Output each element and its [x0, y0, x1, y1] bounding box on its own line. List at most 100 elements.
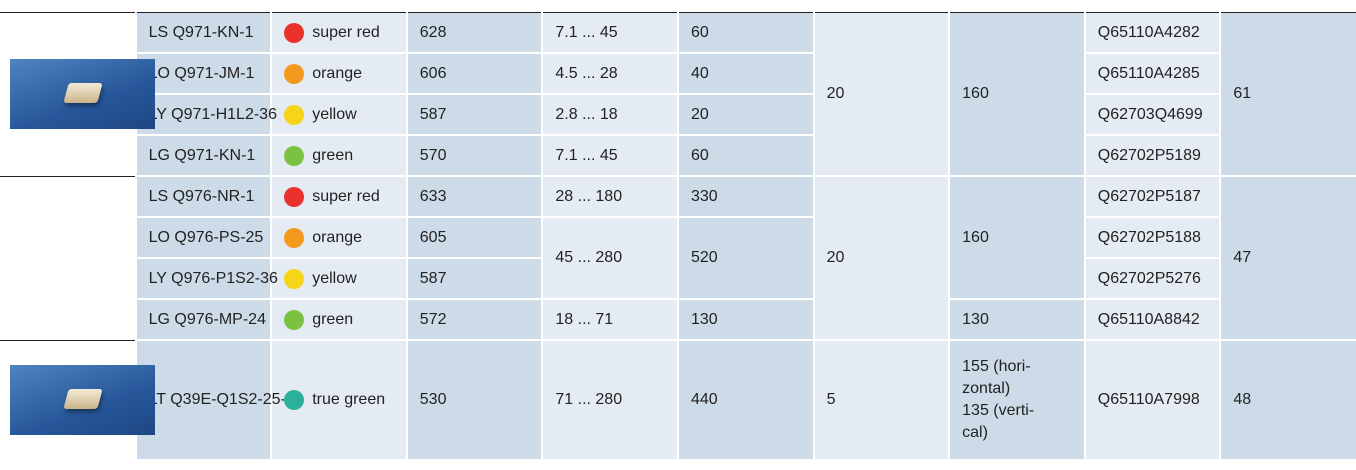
cell-text: 530 — [419, 391, 447, 408]
intensity-range-cell: 18 ... 71 — [541, 299, 678, 341]
cell-text: 20 — [826, 249, 845, 266]
order-number-cell: Q62702P5276 — [1083, 258, 1221, 300]
color-cell: orange — [270, 217, 407, 259]
cell-text: green — [312, 310, 354, 328]
cell-text: 47 — [1233, 249, 1252, 266]
table-row: LS Q971-KN-1 super red 628 7.1 ... 45 60 20 16… — [0, 12, 1356, 177]
color-cell: true green — [270, 339, 407, 461]
cell-text: 130 — [690, 310, 718, 328]
cell-text: 160 — [962, 228, 989, 246]
intensity-typ-cell: 130 — [676, 299, 814, 341]
table-row: LT Q39E-Q1S2-25-1 true green 530 71 ... 280… — [0, 339, 1356, 461]
page-ref-cell: 61 — [1219, 12, 1356, 177]
cell-text: 7.1 ... 45 — [555, 146, 618, 164]
order-number-cell: Q65110A4282 — [1083, 12, 1221, 54]
cell-text: 20 — [690, 105, 709, 123]
order-number-cell: Q62702P5189 — [1083, 135, 1221, 177]
intensity-typ-cell: 20 — [676, 94, 814, 136]
cell-text: LO Q976-PS-25 — [148, 228, 264, 246]
table-row: LO Q971-JM-1 orange 606 4.5 ... 28 40 Q65110A… — [0, 53, 1356, 95]
cell-text: LS Q976-NR-1 — [148, 187, 255, 205]
cell-text: Q65110A4285 — [1097, 64, 1200, 82]
intensity-range-cell: 45 ... 280 — [541, 217, 678, 300]
color-dot — [284, 104, 305, 125]
cell-text: 633 — [419, 187, 447, 205]
cell-text: LG Q976-MP-24 — [148, 310, 266, 328]
order-number-cell: Q62702P5188 — [1083, 217, 1221, 259]
part-number-cell: LY Q976-P1S2-36 — [134, 258, 278, 300]
table-row: LY Q976-P1S2-36 yellow 587 Q62702P5276 — [0, 258, 1356, 300]
color-cell: green — [270, 299, 407, 341]
color-dot — [284, 145, 305, 166]
intensity-range-cell: 71 ... 280 — [541, 339, 678, 461]
intensity-typ-cell: 330 — [676, 175, 814, 218]
cell-text: LS Q971-KN-1 — [148, 23, 254, 41]
image-cell — [0, 12, 155, 176]
cell-text: green — [312, 146, 354, 164]
cell-text: Q65110A8842 — [1097, 310, 1200, 328]
cell-text: 4.5 ... 28 — [555, 64, 618, 82]
current-cell: 5 — [812, 339, 950, 461]
part-number-cell: LO Q976-PS-25 — [134, 217, 272, 259]
intensity-range-cell: 2.8 ... 18 — [541, 94, 678, 136]
led-table: LS Q971-KN-1 super red 628 7.1 ... 45 60 20 16… — [0, 12, 1356, 461]
cell-text: super red — [312, 187, 380, 205]
image-cell — [0, 175, 136, 340]
cell-text: 7.1 ... 45 — [555, 23, 618, 41]
color-dot — [284, 309, 305, 330]
table-row: LG Q976-MP-24 green 572 18 ... 71 130 130 Q651… — [0, 299, 1356, 341]
cell-text: 20 — [826, 85, 845, 102]
wavelength-cell: 572 — [405, 299, 543, 341]
part-number-cell: LG Q976-MP-24 — [134, 299, 272, 341]
temperature-cell: 160 — [948, 12, 1085, 177]
color-cell: yellow — [270, 94, 407, 136]
led-photo — [10, 365, 155, 436]
intensity-range-cell: 7.1 ... 45 — [541, 12, 678, 54]
cell-text: LO Q971-JM-1 — [148, 64, 255, 82]
page-ref-cell: 48 — [1219, 339, 1356, 461]
cell-text: 18 ... 71 — [555, 310, 614, 328]
cell-text: Q62702P5189 — [1097, 146, 1201, 164]
color-dot — [284, 22, 305, 43]
cell-text: 71 ... 280 — [555, 391, 623, 408]
order-number-cell: Q65110A8842 — [1083, 299, 1221, 341]
cell-line: 135 (verti- — [962, 402, 1035, 419]
intensity-range-cell: 4.5 ... 28 — [541, 53, 678, 95]
table-row: LS Q976-NR-1 super red 633 28 ... 180 330 20 1… — [0, 175, 1356, 341]
cell-text: 520 — [690, 249, 718, 266]
wavelength-cell: 570 — [405, 135, 543, 177]
wavelength-cell: 530 — [405, 339, 543, 461]
cell-text: orange — [312, 228, 363, 246]
cell-text: 628 — [419, 23, 447, 41]
color-cell: super red — [270, 175, 407, 218]
cell-text: 440 — [690, 391, 718, 408]
cell-text: 587 — [419, 269, 447, 287]
order-number-cell: Q62703Q4699 — [1083, 94, 1221, 136]
cell-text: 60 — [690, 23, 709, 41]
intensity-typ-cell: 440 — [676, 339, 814, 461]
part-number-cell: LO Q971-JM-1 — [134, 53, 272, 95]
intensity-range-cell: 28 ... 180 — [541, 175, 678, 218]
cell-text: 130 — [962, 310, 989, 328]
color-dot — [284, 227, 305, 248]
cell-text: 572 — [419, 310, 447, 328]
cell-text: Q62703Q4699 — [1097, 105, 1203, 123]
cell-text: LG Q971-KN-1 — [148, 146, 256, 164]
cell-text: yellow — [312, 269, 357, 287]
temperature-cell: 160 — [948, 175, 1085, 300]
part-number-cell: LG Q971-KN-1 — [134, 135, 272, 177]
current-cell: 20 — [812, 12, 950, 177]
temperature-cell: 130 — [948, 299, 1085, 341]
wavelength-cell: 587 — [405, 94, 543, 136]
color-dot — [284, 63, 305, 84]
wavelength-cell: 587 — [405, 258, 543, 300]
part-number-cell: LS Q976-NR-1 — [134, 175, 272, 218]
cell-text: Q62702P5188 — [1097, 228, 1201, 246]
part-number-cell: LT Q39E-Q1S2-25-1 — [134, 339, 295, 461]
cell-text: 570 — [419, 146, 447, 164]
intensity-typ-cell: 40 — [676, 53, 814, 95]
cell-text: 60 — [690, 146, 709, 164]
order-number-cell: Q62702P5187 — [1083, 175, 1221, 218]
intensity-typ-cell: 520 — [676, 217, 814, 300]
cell-text: 606 — [419, 64, 447, 82]
